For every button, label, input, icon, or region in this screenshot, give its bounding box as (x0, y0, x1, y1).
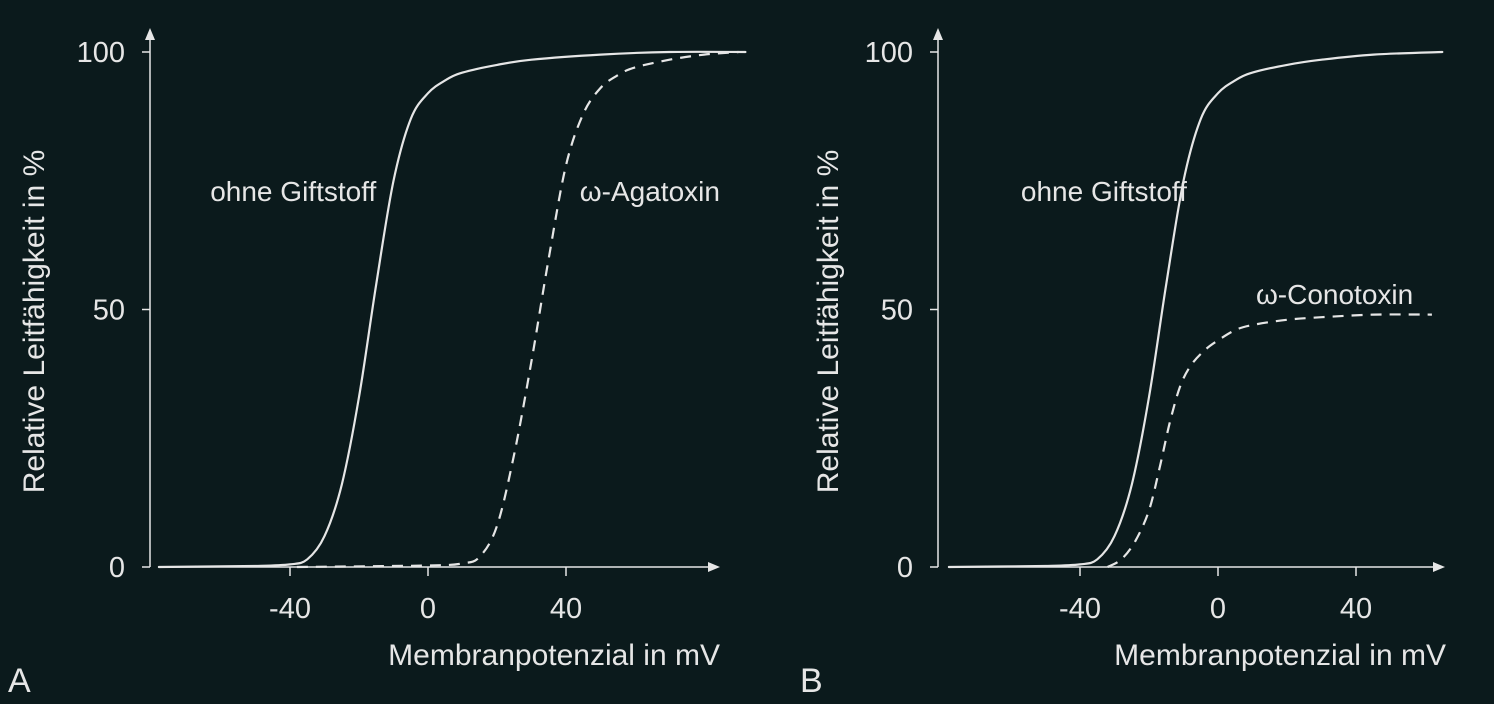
x-axis-arrow (1433, 562, 1445, 572)
y-axis-label: Relative Leitfähigkeit in % (812, 150, 845, 494)
x-tick-label: -40 (1059, 593, 1101, 625)
x-tick-label: 40 (550, 593, 582, 625)
series-annotation: ω-Conotoxin (1256, 279, 1413, 310)
series-annotation: ohne Giftstoff (1021, 176, 1187, 207)
y-axis-label: Relative Leitfähigkeit in % (18, 150, 51, 494)
panel-label: B (800, 662, 823, 700)
y-tick-label: 100 (77, 37, 125, 69)
series-line-control (157, 50, 747, 569)
chart-panel-b: 0 50 100 -40 0 40 Membranpotenzial in mV Relati… (800, 28, 1446, 700)
x-tick-label: 0 (420, 593, 436, 625)
series-line-toxin (1107, 313, 1432, 568)
x-axis-label: Membranpotenzial in mV (1114, 639, 1446, 672)
x-axis-arrow (708, 562, 720, 572)
x-axis-label: Membranpotenzial in mV (388, 639, 720, 672)
series-annotation: ohne Giftstoff (210, 176, 376, 207)
panel-label: A (8, 662, 31, 700)
series-annotation: ω-Agatoxin (580, 176, 720, 207)
y-tick-label: 0 (897, 552, 913, 584)
x-tick-label: 40 (1340, 593, 1372, 625)
y-tick-label: 0 (109, 552, 125, 584)
series-line-toxin (296, 50, 739, 569)
series-line-control (947, 50, 1444, 569)
y-tick-label: 50 (881, 295, 913, 327)
y-tick-label: 100 (865, 37, 913, 69)
y-axis-arrow (145, 28, 155, 40)
chart-panel-a: 0 50 100 -40 0 40 Membranpotenzial in mV Relati… (8, 28, 747, 700)
y-axis-arrow (933, 28, 943, 40)
x-tick-label: -40 (269, 593, 311, 625)
x-tick-label: 0 (1210, 593, 1226, 625)
y-tick-label: 50 (93, 295, 125, 327)
